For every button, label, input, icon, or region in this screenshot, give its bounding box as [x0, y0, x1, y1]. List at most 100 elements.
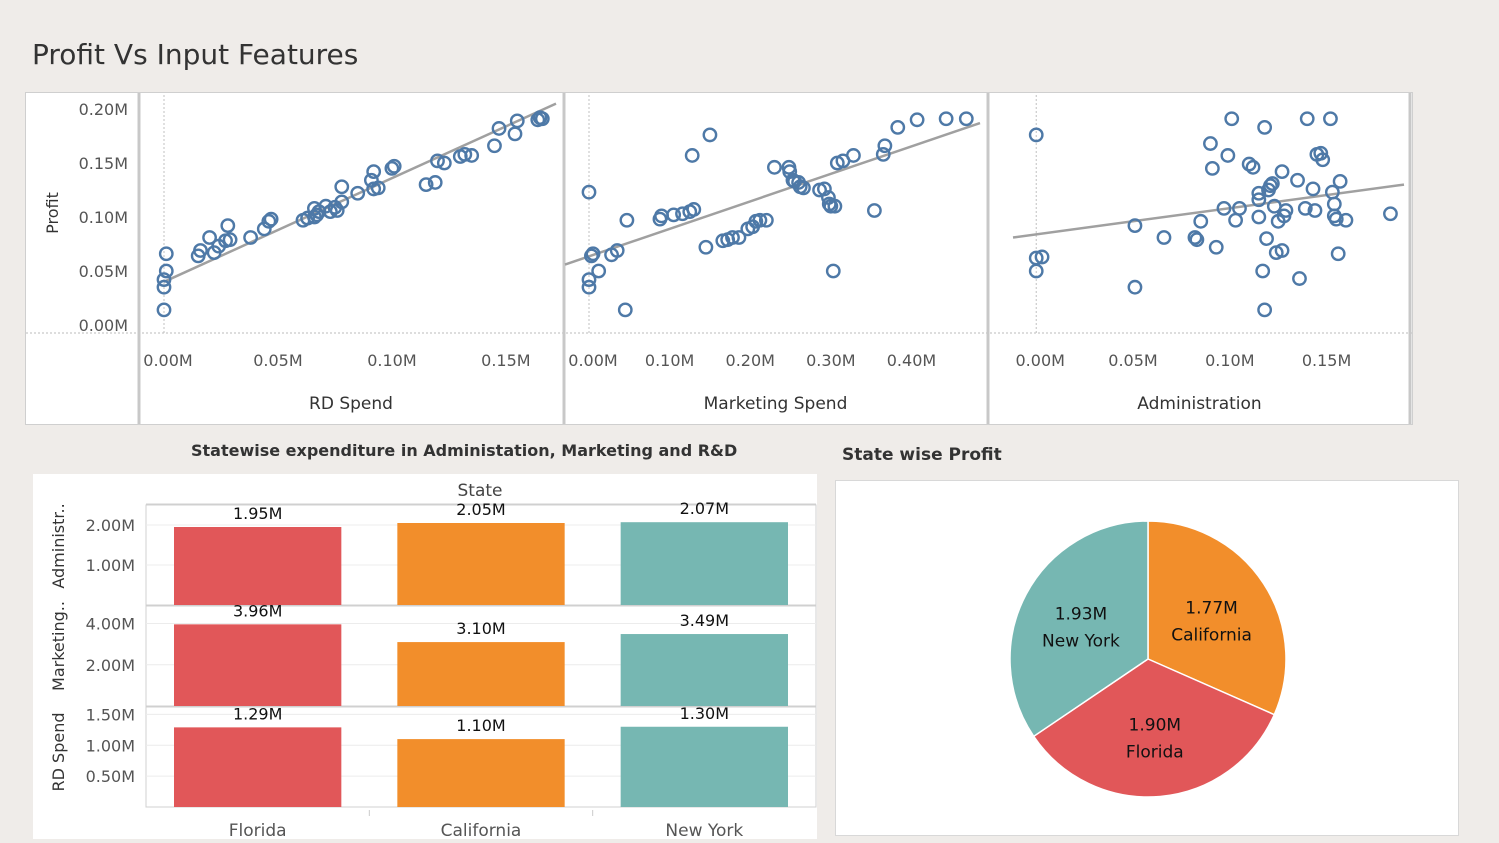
- bar-florida: [174, 624, 342, 706]
- bar-category-label: California: [441, 821, 522, 839]
- scatter-point: [491, 121, 507, 136]
- bar-panel: State 1.00M 2.00M 1.95M 2.05M 2.07M 2.00M 4.00M…: [33, 474, 817, 841]
- scatter-y-tick-label: 0.05M: [79, 262, 128, 281]
- scatter-point: [1251, 185, 1267, 201]
- scatter-point: [1189, 232, 1205, 248]
- scatter-point: [890, 119, 906, 135]
- scatter-point: [958, 111, 974, 127]
- scatter-x-tick-label: 0.40M: [887, 351, 936, 370]
- scatter-point: [866, 203, 882, 218]
- bar-y-tick-label: 2.00M: [86, 516, 135, 535]
- scatter-point: [1034, 249, 1050, 265]
- scatter-point: [243, 230, 259, 245]
- scatter-point: [731, 230, 747, 245]
- scatter-point: [1274, 164, 1290, 180]
- scatter-point: [1245, 159, 1261, 175]
- scatter-point: [581, 272, 597, 288]
- scatter-point: [698, 239, 714, 255]
- scatter-point: [532, 110, 548, 126]
- scatter-x-axis-label: Administration: [1137, 394, 1261, 414]
- pie-value-label: 1.90M: [1129, 716, 1182, 736]
- scatter-x-tick-label: 0.10M: [1205, 351, 1254, 370]
- scatter-x-tick-label: 0.00M: [568, 351, 617, 370]
- scatter-trend-line: [1012, 183, 1405, 239]
- scatter-point: [909, 112, 925, 128]
- scatter-point: [1313, 145, 1329, 161]
- scatter-point: [366, 164, 382, 180]
- scatter-x-axis-label: Marketing Spend: [704, 394, 848, 414]
- scatter-point: [1203, 136, 1218, 151]
- bar-row-2: 0.50M 1.00M 1.50M 1.29M 1.10M 1.30M: [86, 704, 817, 808]
- scatter-point: [1251, 192, 1267, 208]
- scatter-x-tick-label: 0.10M: [367, 351, 416, 370]
- scatter-point: [202, 230, 217, 245]
- scatter-point: [430, 153, 445, 169]
- dashboard-title: Profit Vs Input Features: [32, 38, 359, 71]
- scatter-panel-0: 0.00M 0.05M 0.10M 0.15M RD Spend: [137, 93, 557, 424]
- pie-panel: 1.77M California 1.90M Florida 1.93M New York: [835, 480, 1459, 836]
- scatter-point: [825, 263, 841, 279]
- scatter-point: [509, 113, 525, 129]
- scatter-point: [666, 207, 682, 223]
- scatter-point: [1028, 263, 1044, 279]
- scatter-point: [1274, 243, 1290, 258]
- scatter-point: [1278, 203, 1294, 218]
- scatter-panel-1: 0.00M 0.10M 0.20M 0.30M 0.40M Marketing Spend: [562, 93, 981, 424]
- bar-california: [397, 642, 565, 706]
- scatter-x-tick-label: 0.05M: [1108, 351, 1157, 370]
- pie-value-label: 1.93M: [1055, 604, 1108, 624]
- bar-category-label: New York: [665, 821, 743, 839]
- bar-value-label: 3.49M: [680, 611, 729, 630]
- scatter-point: [300, 210, 315, 226]
- scatter-x-tick-label: 0.10M: [645, 351, 694, 370]
- scatter-point: [1315, 152, 1331, 168]
- scatter-point: [758, 212, 774, 228]
- scatter-point: [418, 177, 434, 193]
- bar-value-label: 2.07M: [680, 499, 729, 518]
- scatter-point: [193, 243, 208, 258]
- scatter-point: [1297, 200, 1313, 216]
- scatter-point: [1290, 172, 1305, 188]
- scatter-point: [846, 148, 861, 163]
- scatter-panel: Profit 0.00M 0.05M 0.10M 0.15M 0.20M 0.00M 0.05…: [25, 92, 1413, 425]
- bar-california: [397, 739, 565, 807]
- scatter-point: [156, 272, 172, 288]
- scatter-point: [363, 172, 379, 188]
- scatter-point: [1220, 148, 1236, 163]
- bar-y-axis-label: RD Spend: [49, 713, 68, 792]
- bar-value-label: 1.95M: [233, 504, 282, 523]
- scatter-point: [1338, 212, 1354, 228]
- bar-header-label: State: [458, 481, 503, 501]
- bar-value-label: 1.29M: [233, 704, 282, 723]
- bar-y-axis-label: Marketing..: [49, 601, 68, 691]
- scatter-trend-line: [564, 121, 981, 266]
- scatter-point: [334, 194, 350, 210]
- scatter-point: [1241, 156, 1257, 172]
- bar-y-tick-label: 0.50M: [86, 767, 135, 786]
- scatter-x-tick-label: 0.00M: [1016, 351, 1065, 370]
- scatter-y-axis-label: Profit: [43, 192, 62, 234]
- scatter-point: [1330, 246, 1346, 262]
- scatter-point: [581, 279, 597, 295]
- bar-y-tick-label: 1.00M: [86, 556, 135, 575]
- bar-value-label: 3.10M: [456, 619, 505, 638]
- scatter-point: [1127, 218, 1143, 234]
- scatter-point: [487, 138, 502, 154]
- scatter-point: [457, 146, 473, 162]
- scatter-point: [384, 161, 400, 176]
- bar-value-label: 3.96M: [233, 601, 282, 620]
- scatter-point: [1326, 196, 1342, 212]
- scatter-point: [609, 243, 625, 258]
- scatter-point: [427, 175, 443, 190]
- scatter-point: [263, 211, 279, 227]
- scatter-point: [350, 185, 366, 201]
- scatter-point: [222, 232, 238, 248]
- scatter-point: [702, 127, 718, 143]
- scatter-point: [1328, 211, 1344, 227]
- bar-value-label: 2.05M: [456, 500, 505, 519]
- scatter-trend-line: [163, 102, 557, 283]
- scatter-point: [256, 221, 272, 237]
- scatter-point: [261, 213, 277, 229]
- scatter-point: [1264, 176, 1280, 191]
- scatter-point: [1251, 209, 1267, 225]
